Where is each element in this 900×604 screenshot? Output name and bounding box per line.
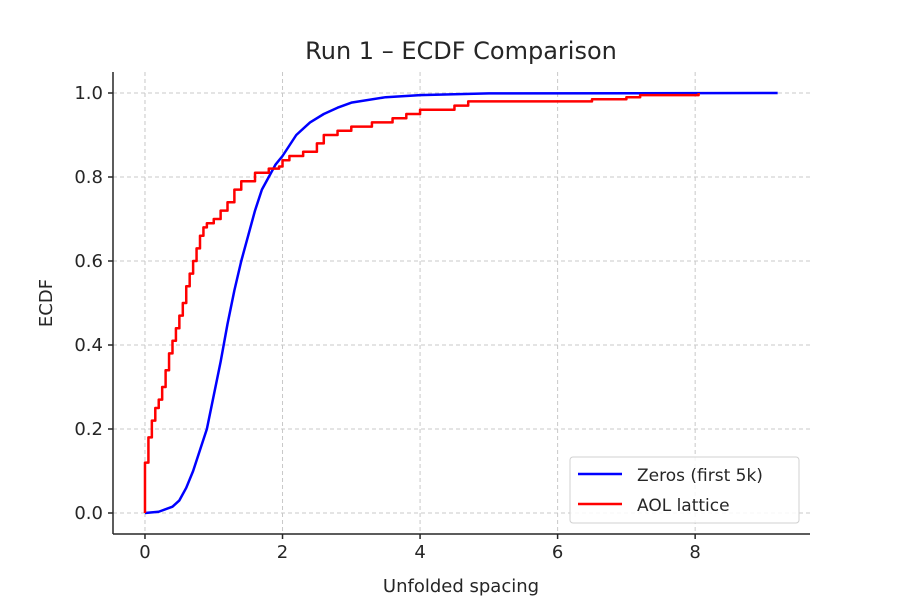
x-tick-label: 8 <box>689 542 700 563</box>
y-tick-label: 0.2 <box>74 419 103 440</box>
chart-title: Run 1 – ECDF Comparison <box>305 37 617 65</box>
series-line-zeros <box>144 91 778 515</box>
x-axis-label: Unfolded spacing <box>383 576 539 597</box>
legend-label-aol: AOL lattice <box>637 496 730 516</box>
series-line-aol-lattice <box>143 93 700 513</box>
x-ticks: 0 2 4 6 8 <box>139 534 701 563</box>
x-tick-label: 2 <box>277 542 288 563</box>
y-tick-label: 0.8 <box>74 167 103 188</box>
y-tick-label: 1.0 <box>74 83 103 104</box>
y-axis-label: ECDF <box>36 279 57 327</box>
grid <box>113 72 810 534</box>
x-tick-label: 4 <box>414 542 425 563</box>
legend-label-zeros: Zeros (first 5k) <box>637 466 763 486</box>
legend-box <box>569 456 800 524</box>
series-lines <box>143 91 778 515</box>
legend: Zeros (first 5k) AOL lattice <box>569 456 800 524</box>
y-tick-label: 0.4 <box>74 335 103 356</box>
y-ticks: 0.0 0.2 0.4 0.6 0.8 1.0 <box>74 83 113 524</box>
y-tick-label: 0.0 <box>74 503 103 524</box>
y-tick-label: 0.6 <box>74 251 103 272</box>
x-tick-label: 0 <box>139 542 150 563</box>
x-tick-label: 6 <box>552 542 563 563</box>
